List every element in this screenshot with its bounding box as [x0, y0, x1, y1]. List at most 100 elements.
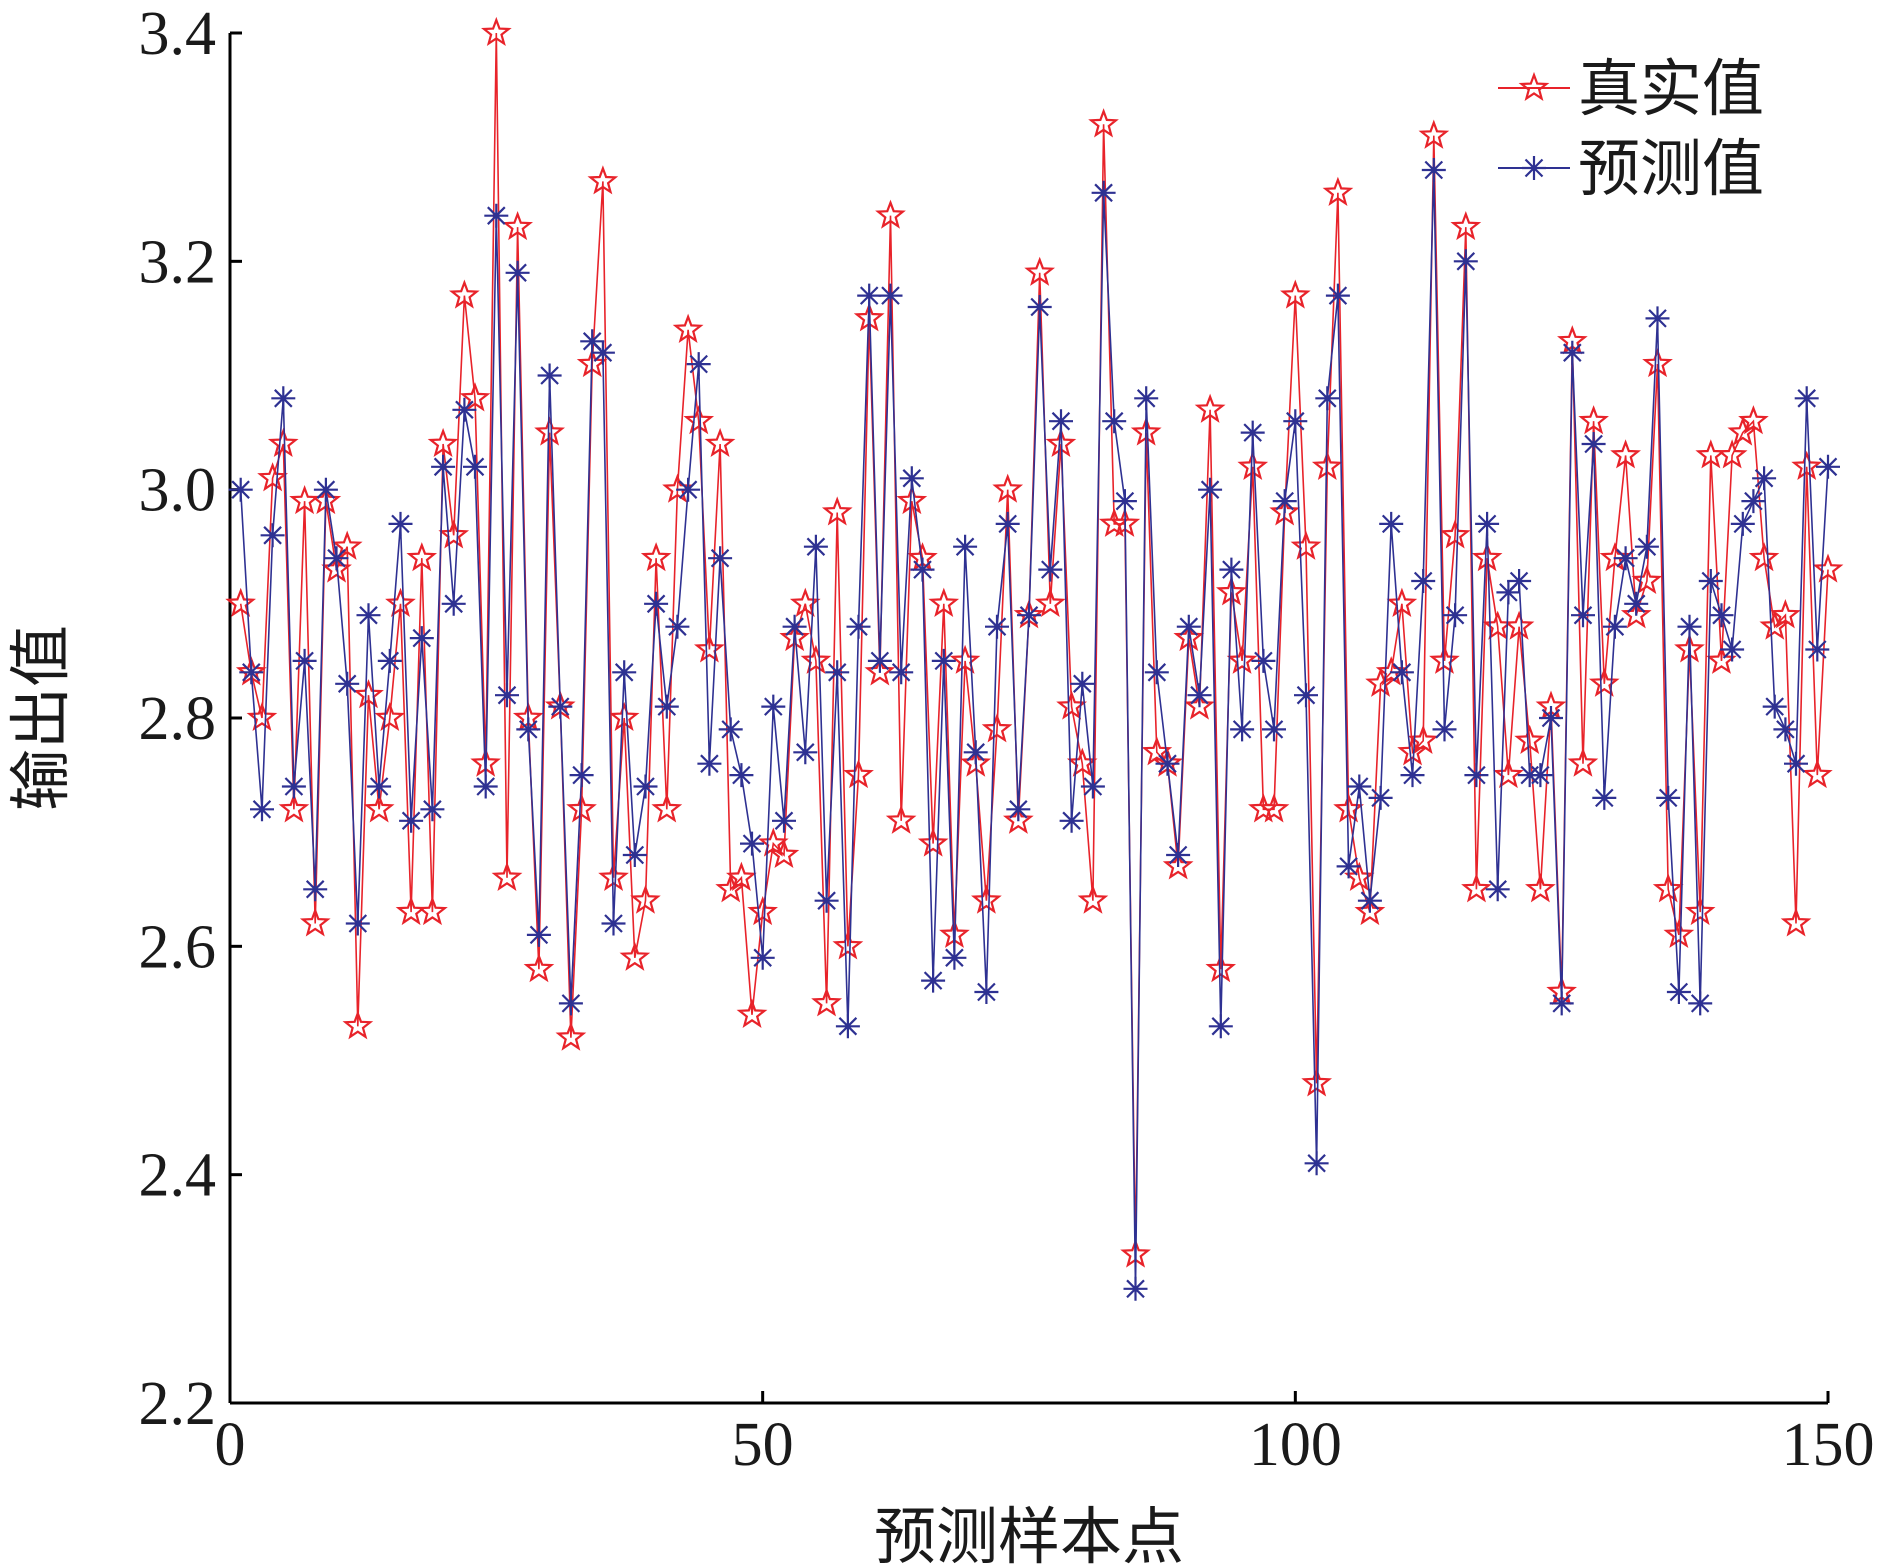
series-1-point	[789, 587, 821, 617]
series-2-point	[1123, 1276, 1148, 1301]
series-1-point	[1674, 633, 1705, 663]
series-1-point	[353, 679, 384, 709]
series-1-point	[1343, 861, 1375, 891]
series-1-point	[257, 462, 288, 492]
series-1-point	[1663, 918, 1695, 948]
series-2-point	[750, 945, 775, 970]
series-2-point	[388, 511, 413, 536]
series-2-point	[1411, 569, 1436, 593]
series-2-point	[569, 763, 594, 788]
series-1-point	[1258, 793, 1290, 823]
series-2-point	[1155, 751, 1180, 776]
series-1-point	[246, 701, 278, 732]
series-1-point	[278, 793, 310, 823]
x-tick-label: 100	[1249, 1411, 1342, 1479]
series-2-point	[1624, 591, 1649, 616]
series-2	[228, 158, 1840, 1301]
series-2-point	[239, 660, 264, 685]
series-1-point	[1525, 873, 1556, 903]
legend-label: 预测值	[1578, 132, 1764, 205]
series-2-point	[484, 203, 509, 228]
series-1-point	[438, 519, 470, 549]
series-2-point	[1634, 534, 1659, 559]
series-1-point	[1226, 644, 1258, 674]
series-1	[225, 16, 1844, 1268]
series-1-point	[502, 210, 533, 241]
series-2-point	[463, 454, 487, 479]
series-1-point	[1738, 405, 1769, 435]
legend-swatch-marker	[1522, 156, 1546, 180]
series-2-point	[1187, 683, 1212, 708]
series-1-point	[491, 861, 523, 891]
series-1-point	[1780, 907, 1812, 937]
series-2-point	[1784, 751, 1808, 776]
series-2-point	[356, 603, 381, 628]
series-2-point	[505, 260, 530, 285]
series-2-point	[1144, 660, 1169, 685]
series-2-point	[1357, 888, 1382, 913]
series-2-point	[399, 808, 424, 833]
y-tick-label: 2.4	[139, 1142, 217, 1210]
series-1-point	[1599, 542, 1631, 572]
series-2-point	[1730, 511, 1755, 536]
series-1-point	[406, 542, 438, 572]
series-1-point	[1077, 884, 1109, 914]
series-2-point	[676, 477, 701, 502]
series-2-point	[708, 546, 733, 571]
series-1-point	[608, 701, 640, 732]
series-2-point	[953, 534, 978, 559]
series-2-point	[473, 774, 498, 799]
series-1-point	[651, 793, 683, 823]
series-1-point	[843, 758, 874, 789]
series-2-point	[1336, 854, 1361, 879]
y-tick-label: 2.8	[139, 685, 217, 753]
x-axis-title: 预测样本点	[874, 1500, 1184, 1568]
series-2-point	[1240, 420, 1265, 445]
series-1-point	[853, 302, 885, 332]
series-2-point	[985, 614, 1009, 639]
series-1-point	[267, 427, 299, 458]
series-2-point	[889, 660, 914, 685]
series-2-point	[1134, 386, 1159, 411]
series-2-point	[963, 740, 988, 765]
series-2-point	[271, 386, 296, 411]
series-1-point	[662, 473, 693, 503]
series-1-point	[1620, 599, 1652, 629]
series-2-point	[516, 717, 541, 742]
series-1-point	[694, 633, 725, 663]
series-2-point	[942, 945, 967, 970]
series-2-point	[431, 454, 456, 479]
series-2-point	[1368, 785, 1393, 810]
series-2-point	[590, 340, 615, 365]
series-2-point	[313, 477, 338, 502]
series-2-point	[665, 614, 690, 639]
series-2-point	[740, 831, 764, 856]
series-2-point	[1805, 637, 1830, 662]
series-1-point	[385, 587, 416, 617]
series-2-point	[654, 694, 679, 719]
series-2-point	[1017, 603, 1041, 628]
series-1-point	[1631, 564, 1663, 595]
series-2-point	[1549, 991, 1574, 1016]
series-2-point	[995, 511, 1020, 536]
series-2-point	[558, 991, 583, 1016]
series-2-point	[835, 1014, 860, 1039]
series-2-point	[1027, 295, 1052, 319]
series-1-point	[779, 621, 810, 652]
series-1-point	[342, 1010, 374, 1040]
series-2-point	[910, 557, 935, 582]
series-2-point	[1602, 614, 1627, 639]
series-2-point	[1677, 614, 1702, 639]
series-1-point	[949, 644, 981, 674]
series-2-point	[1496, 580, 1521, 605]
series-2-point	[1198, 477, 1223, 502]
series-2-point	[1528, 763, 1553, 788]
series-1-point	[331, 530, 363, 560]
series-1-point	[758, 827, 789, 857]
series-1-point	[747, 895, 778, 926]
series-2-point	[537, 363, 562, 388]
series-2-point	[686, 352, 711, 377]
series-1-point	[374, 701, 406, 732]
series-1-point	[672, 313, 704, 343]
